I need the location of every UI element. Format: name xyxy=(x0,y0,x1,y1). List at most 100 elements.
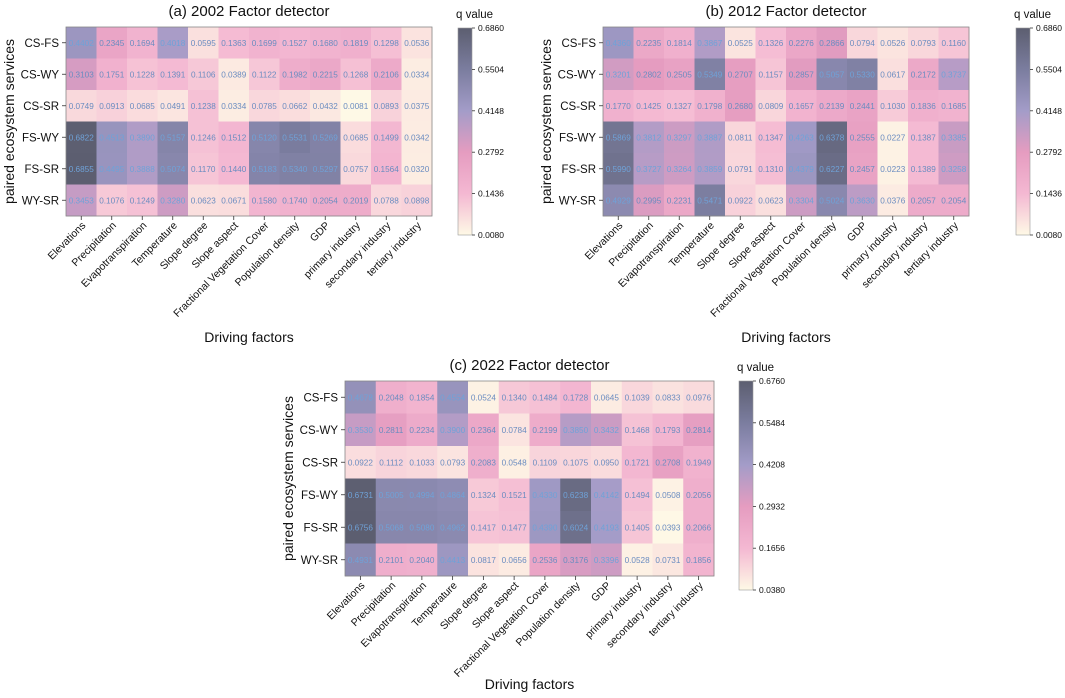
heatmap-cell xyxy=(591,381,623,414)
cell-value-label: 0.0376 xyxy=(880,196,905,205)
cell-value-label: 0.5080 xyxy=(409,523,434,532)
heatmap-cell xyxy=(279,27,311,59)
heatmap-cell xyxy=(908,27,939,59)
heatmap-cell xyxy=(683,446,715,479)
cell-value-label: 0.6756 xyxy=(348,523,373,532)
heatmap-cell xyxy=(816,27,848,59)
cell-value-label: 0.2066 xyxy=(686,523,711,532)
cell-value-label: 0.2866 xyxy=(819,39,844,48)
cell-value-label: 0.0342 xyxy=(404,133,429,142)
cell-value-label: 0.1039 xyxy=(625,393,650,402)
cell-value-label: 0.0685 xyxy=(130,102,155,111)
heatmap-cell xyxy=(694,184,726,217)
heatmap-cell xyxy=(188,121,219,154)
cell-value-label: 0.0731 xyxy=(655,556,680,565)
heatmap-cell xyxy=(406,446,438,479)
heatmap-cell xyxy=(127,184,158,217)
heatmap-cell xyxy=(755,184,787,217)
cell-value-label: 0.2814 xyxy=(686,426,711,435)
heatmap-cell xyxy=(755,153,787,185)
cell-value-label: 0.5005 xyxy=(379,491,404,500)
column-label: tertiary industry xyxy=(647,579,707,639)
cell-value-label: 0.1494 xyxy=(625,491,650,500)
cell-value-label: 0.2199 xyxy=(532,426,557,435)
cell-value-label: 0.4929 xyxy=(606,196,631,205)
cell-value-label: 0.2708 xyxy=(655,458,680,467)
row-label: FS-SR xyxy=(304,522,339,534)
heatmap-cell xyxy=(786,153,817,185)
heatmap-cell xyxy=(279,184,311,217)
cell-value-label: 0.6855 xyxy=(69,165,94,174)
cell-value-label: 0.2054 xyxy=(941,196,966,205)
colorbar-label: q value xyxy=(1014,9,1051,21)
cell-value-label: 0.1814 xyxy=(667,39,692,48)
cell-value-label: 0.1468 xyxy=(625,426,650,435)
heatmap-cell xyxy=(847,121,878,154)
y-axis-label: paired ecosystem services xyxy=(538,39,554,204)
heatmap-cell xyxy=(877,153,909,185)
cell-value-label: 0.4379 xyxy=(789,165,814,174)
heatmap-cell xyxy=(375,478,407,512)
cell-value-label: 0.1836 xyxy=(911,102,936,111)
heatmap-cell xyxy=(664,184,695,217)
heatmap-cell xyxy=(652,413,684,447)
cell-value-label: 0.5869 xyxy=(606,133,631,142)
cell-value-label: 0.1521 xyxy=(502,491,527,500)
heatmap-cell xyxy=(786,121,817,154)
heatmap-cell xyxy=(560,478,592,512)
heatmap-panel-2: (b) 2012 Factor detector 0.4360 0.2235 0.18… xyxy=(538,3,1062,345)
heatmap-cell xyxy=(560,543,592,577)
heatmap-cell xyxy=(621,511,653,544)
heatmap-cell xyxy=(406,511,438,544)
cell-value-label: 0.1770 xyxy=(606,102,631,111)
cell-value-label: 0.0811 xyxy=(728,133,753,142)
heatmap-cell xyxy=(755,58,787,91)
cell-value-label: 0.0793 xyxy=(440,458,465,467)
heatmap-cell xyxy=(371,90,402,122)
cell-value-label: 0.0623 xyxy=(758,196,783,205)
heatmap-cell xyxy=(938,184,970,217)
heatmap-cell xyxy=(683,511,715,544)
cell-value-label: 0.1699 xyxy=(252,39,277,48)
heatmap-cell xyxy=(468,446,500,479)
cell-value-label: 0.0950 xyxy=(594,458,619,467)
heatmap-cell xyxy=(621,446,653,479)
heatmap-cell xyxy=(529,511,561,544)
cell-value-label: 0.2139 xyxy=(819,102,844,111)
heatmap-cell xyxy=(652,511,684,544)
colorbar-tick-label: 0.6860 xyxy=(1036,23,1062,33)
colorbar-tick-label: 0.0380 xyxy=(759,585,785,595)
cell-value-label: 0.1856 xyxy=(686,556,711,565)
heatmap-cell xyxy=(664,153,695,185)
cell-value-label: 0.1326 xyxy=(758,39,783,48)
heatmap-cell xyxy=(621,381,653,414)
cell-value-label: 0.2707 xyxy=(728,70,753,79)
heatmap-cell xyxy=(816,90,848,122)
cell-value-label: 0.3890 xyxy=(130,133,155,142)
heatmap-cell xyxy=(529,446,561,479)
heatmap-cell xyxy=(683,413,715,447)
colorbar-tick-label: 0.0080 xyxy=(478,230,504,240)
heatmap-cell xyxy=(755,27,787,59)
cell-value-label: 0.5349 xyxy=(697,70,722,79)
heatmap-cell xyxy=(249,153,280,185)
heatmap-cell xyxy=(468,381,500,414)
heatmap-cell xyxy=(218,121,250,154)
cell-value-label: 0.0375 xyxy=(404,102,429,111)
heatmap-cell xyxy=(938,90,970,122)
heatmap-cell xyxy=(529,381,561,414)
cell-value-label: 0.0922 xyxy=(348,458,373,467)
heatmap-cell xyxy=(938,27,970,59)
cell-value-label: 0.3453 xyxy=(69,196,94,205)
heatmap-cell xyxy=(560,511,592,544)
heatmap-cell xyxy=(345,446,377,479)
heatmap-cell xyxy=(468,413,500,447)
heatmap-cell xyxy=(725,27,756,59)
cell-value-label: 0.0784 xyxy=(502,426,527,435)
cell-value-label: 0.2106 xyxy=(374,70,399,79)
cell-value-label: 0.3297 xyxy=(667,133,692,142)
heatmap-cell xyxy=(371,58,402,91)
cell-value-label: 0.2231 xyxy=(667,196,692,205)
cell-value-label: 0.2083 xyxy=(471,458,496,467)
